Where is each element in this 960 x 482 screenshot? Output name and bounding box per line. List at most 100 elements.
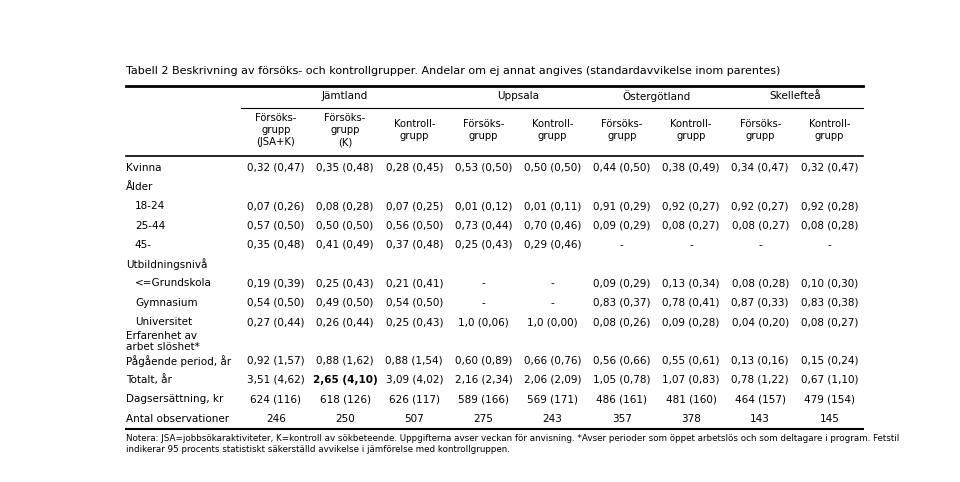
Text: Försöks-
grupp: Försöks- grupp: [463, 119, 504, 141]
Text: 0,09 (0,28): 0,09 (0,28): [662, 317, 720, 327]
Text: 0,25 (0,43): 0,25 (0,43): [316, 279, 373, 289]
Text: Skellefteå: Skellefteå: [769, 91, 821, 101]
Text: 243: 243: [542, 414, 563, 424]
Text: 569 (171): 569 (171): [527, 394, 578, 404]
Text: 0,08 (0,28): 0,08 (0,28): [801, 221, 858, 230]
Text: 0,60 (0,89): 0,60 (0,89): [455, 356, 512, 366]
Text: Jämtland: Jämtland: [322, 91, 369, 101]
Text: 45-: 45-: [134, 240, 152, 250]
Text: 378: 378: [681, 414, 701, 424]
Text: 250: 250: [335, 414, 355, 424]
Text: 589 (166): 589 (166): [458, 394, 509, 404]
Text: 0,49 (0,50): 0,49 (0,50): [317, 298, 373, 308]
Text: 507: 507: [404, 414, 424, 424]
Text: 0,15 (0,24): 0,15 (0,24): [801, 356, 858, 366]
Text: 0,35 (0,48): 0,35 (0,48): [316, 163, 373, 173]
Text: 0,37 (0,48): 0,37 (0,48): [386, 240, 443, 250]
Text: 0,08 (0,26): 0,08 (0,26): [593, 317, 651, 327]
Text: 275: 275: [473, 414, 493, 424]
Text: Pågående period, år: Pågående period, år: [126, 355, 231, 367]
Text: 0,08 (0,27): 0,08 (0,27): [801, 317, 858, 327]
Text: -: -: [482, 279, 486, 289]
Text: Totalt, år: Totalt, år: [126, 375, 172, 386]
Text: -: -: [551, 279, 555, 289]
Text: 0,09 (0,29): 0,09 (0,29): [593, 221, 651, 230]
Text: 464 (157): 464 (157): [734, 394, 785, 404]
Text: -: -: [689, 240, 693, 250]
Text: -: -: [758, 240, 762, 250]
Text: 0,21 (0,41): 0,21 (0,41): [386, 279, 443, 289]
Text: 0,83 (0,38): 0,83 (0,38): [801, 298, 858, 308]
Text: Antal observationer: Antal observationer: [126, 414, 229, 424]
Text: 0,07 (0,25): 0,07 (0,25): [386, 201, 443, 211]
Text: 624 (116): 624 (116): [251, 394, 301, 404]
Text: 0,50 (0,50): 0,50 (0,50): [317, 221, 373, 230]
Text: 0,55 (0,61): 0,55 (0,61): [662, 356, 720, 366]
Text: 0,25 (0,43): 0,25 (0,43): [386, 317, 443, 327]
Text: 0,41 (0,49): 0,41 (0,49): [316, 240, 373, 250]
Text: Universitet: Universitet: [134, 317, 192, 327]
Text: 0,32 (0,47): 0,32 (0,47): [247, 163, 304, 173]
Text: 0,88 (1,54): 0,88 (1,54): [385, 356, 444, 366]
Text: 0,32 (0,47): 0,32 (0,47): [801, 163, 858, 173]
Text: 0,28 (0,45): 0,28 (0,45): [386, 163, 443, 173]
Text: Kontroll-
grupp: Kontroll- grupp: [394, 119, 435, 141]
Text: Östergötland: Östergötland: [622, 90, 690, 102]
Text: -: -: [828, 240, 831, 250]
Text: Dagsersättning, kr: Dagsersättning, kr: [126, 394, 224, 404]
Text: 479 (154): 479 (154): [804, 394, 855, 404]
Text: 0,92 (0,27): 0,92 (0,27): [662, 201, 720, 211]
Text: 0,38 (0,49): 0,38 (0,49): [662, 163, 720, 173]
Text: 0,34 (0,47): 0,34 (0,47): [732, 163, 789, 173]
Text: 1,0 (0,06): 1,0 (0,06): [458, 317, 509, 327]
Text: 0,73 (0,44): 0,73 (0,44): [455, 221, 513, 230]
Text: 2,16 (2,34): 2,16 (2,34): [455, 375, 513, 385]
Text: 0,09 (0,29): 0,09 (0,29): [593, 279, 651, 289]
Text: 618 (126): 618 (126): [320, 394, 371, 404]
Text: Försöks-
grupp: Försöks- grupp: [739, 119, 780, 141]
Text: Tabell 2 Beskrivning av försöks- och kontrollgrupper. Andelar om ej annat angive: Tabell 2 Beskrivning av försöks- och kon…: [126, 66, 780, 76]
Text: 0,10 (0,30): 0,10 (0,30): [801, 279, 858, 289]
Text: 0,35 (0,48): 0,35 (0,48): [247, 240, 304, 250]
Text: 0,91 (0,29): 0,91 (0,29): [593, 201, 651, 211]
Text: 0,70 (0,46): 0,70 (0,46): [524, 221, 582, 230]
Text: 0,66 (0,76): 0,66 (0,76): [524, 356, 582, 366]
Text: 626 (117): 626 (117): [389, 394, 440, 404]
Text: Kontroll-
grupp: Kontroll- grupp: [670, 119, 711, 141]
Text: 1,0 (0,00): 1,0 (0,00): [527, 317, 578, 327]
Text: -: -: [620, 240, 624, 250]
Text: 0,92 (0,27): 0,92 (0,27): [732, 201, 789, 211]
Text: 246: 246: [266, 414, 286, 424]
Text: 3,51 (4,62): 3,51 (4,62): [247, 375, 304, 385]
Text: 0,04 (0,20): 0,04 (0,20): [732, 317, 789, 327]
Text: 0,54 (0,50): 0,54 (0,50): [386, 298, 443, 308]
Text: Försöks-
grupp: Försöks- grupp: [601, 119, 642, 141]
Text: 357: 357: [612, 414, 632, 424]
Text: 25-44: 25-44: [134, 221, 165, 230]
Text: 0,50 (0,50): 0,50 (0,50): [524, 163, 581, 173]
Text: 0,01 (0,12): 0,01 (0,12): [455, 201, 512, 211]
Text: 0,92 (1,57): 0,92 (1,57): [247, 356, 304, 366]
Text: 0,57 (0,50): 0,57 (0,50): [247, 221, 304, 230]
Text: -: -: [551, 298, 555, 308]
Text: 18-24: 18-24: [134, 201, 165, 211]
Text: 143: 143: [751, 414, 770, 424]
Text: 1,05 (0,78): 1,05 (0,78): [593, 375, 651, 385]
Text: 0,08 (0,28): 0,08 (0,28): [732, 279, 789, 289]
Text: 0,26 (0,44): 0,26 (0,44): [316, 317, 373, 327]
Text: 0,92 (0,28): 0,92 (0,28): [801, 201, 858, 211]
Text: 0,19 (0,39): 0,19 (0,39): [247, 279, 304, 289]
Text: 0,83 (0,37): 0,83 (0,37): [593, 298, 651, 308]
Text: -: -: [482, 298, 486, 308]
Text: Notera: JSA=jobbsökaraktiviteter, K=kontroll av sökbeteende. Uppgifterna avser v: Notera: JSA=jobbsökaraktiviteter, K=kont…: [126, 434, 900, 454]
Text: 0,13 (0,34): 0,13 (0,34): [662, 279, 720, 289]
Text: 0,88 (1,62): 0,88 (1,62): [316, 356, 373, 366]
Text: Erfarenhet av
arbet slöshet*: Erfarenhet av arbet slöshet*: [126, 331, 200, 352]
Text: 0,27 (0,44): 0,27 (0,44): [247, 317, 304, 327]
Text: Försöks-
grupp
(K): Försöks- grupp (K): [324, 113, 366, 147]
Text: Utbildningsnivå: Utbildningsnivå: [126, 258, 207, 270]
Text: 0,78 (1,22): 0,78 (1,22): [732, 375, 789, 385]
Text: 0,29 (0,46): 0,29 (0,46): [524, 240, 582, 250]
Text: 0,13 (0,16): 0,13 (0,16): [732, 356, 789, 366]
Text: 2,06 (2,09): 2,06 (2,09): [524, 375, 582, 385]
